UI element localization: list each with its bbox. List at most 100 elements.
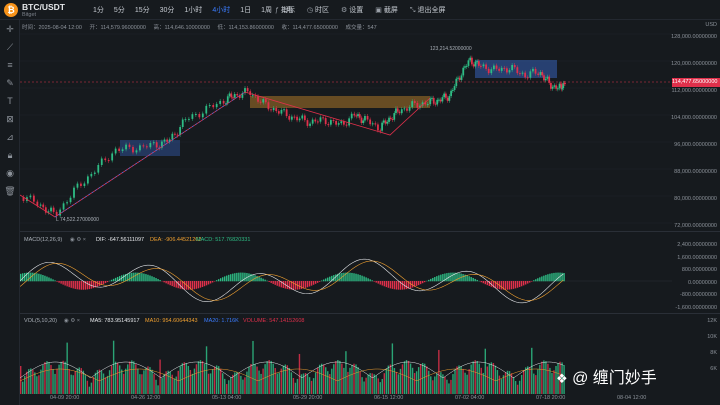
- crosshair-icon[interactable]: ✛: [6, 24, 14, 34]
- macd-bar: [397, 281, 400, 290]
- text-icon[interactable]: T: [7, 96, 13, 106]
- volume-bar: [250, 363, 252, 394]
- macd-bar: [529, 281, 531, 283]
- interval-8[interactable]: 1月: [282, 7, 293, 14]
- candle-body: [121, 149, 124, 152]
- macd-bar: [561, 272, 563, 282]
- tool-label: 时区: [315, 7, 330, 14]
- fib-icon[interactable]: ≡: [7, 60, 13, 70]
- pivot-zone: [120, 140, 180, 156]
- tool-button-2[interactable]: ⚙ 设置: [341, 5, 363, 15]
- candle-body: [429, 98, 432, 105]
- interval-2[interactable]: 15分: [134, 7, 150, 14]
- volume-bar: [468, 369, 470, 394]
- candle-body: [426, 104, 429, 106]
- macd-bar: [74, 281, 76, 289]
- macd-axis[interactable]: 2,400.00000000 1,600.00000000 800.00000000…: [672, 240, 720, 312]
- tool-label: 截屏: [383, 7, 398, 14]
- volume-chart[interactable]: [20, 326, 672, 394]
- pattern-icon[interactable]: ⊠: [6, 114, 14, 124]
- macd-controls-icon[interactable]: ◉ ⚙ ×: [70, 237, 86, 243]
- candle-body: [548, 76, 551, 83]
- volume-bar: [268, 360, 270, 394]
- macd-bar: [312, 281, 315, 285]
- pivot-zone-orange: [250, 96, 430, 108]
- tool-button-0[interactable]: ƒ 指标: [275, 5, 295, 15]
- candle-body: [288, 116, 291, 120]
- trendline-icon[interactable]: ⟋: [6, 42, 14, 52]
- macd-bar: [250, 273, 252, 282]
- ruler-icon[interactable]: ⊿: [6, 132, 14, 142]
- pane-divider[interactable]: [20, 313, 720, 314]
- candle-body: [293, 116, 296, 118]
- interval-4[interactable]: 1小时: [184, 7, 203, 14]
- macd-bar: [458, 273, 460, 282]
- candle-body: [59, 209, 62, 216]
- candle-body: [290, 116, 293, 120]
- interval-5[interactable]: 4小时: [212, 7, 231, 14]
- volume-bar: [369, 373, 371, 394]
- volume-bar: [121, 369, 123, 394]
- macd-bar: [139, 272, 141, 282]
- price-axis[interactable]: USD 128,000.00000000 120,000.00000000 112,…: [671, 20, 720, 230]
- volume-bar: [450, 379, 452, 394]
- volume-axis[interactable]: 12K 10K 8K 6K: [672, 316, 720, 394]
- macd-chart[interactable]: [20, 244, 672, 312]
- drawing-toolbar: ✛ ⟋ ≡ ✎ T ⊠ ⊿ 🔒︎ ◉ 🗑︎: [0, 20, 20, 405]
- volume-bar: [159, 359, 161, 394]
- macd-bar: [514, 281, 517, 289]
- interval-7[interactable]: 1周: [261, 7, 273, 14]
- volume-bar: [185, 363, 188, 394]
- volume-bar: [38, 375, 40, 394]
- time-axis[interactable]: 04-09 20:00 04-26 12:00 05-13 04:00 05-29 2…: [20, 394, 672, 405]
- macd-bar: [428, 279, 430, 282]
- macd-bar: [62, 281, 64, 285]
- eye-icon[interactable]: ◉: [6, 168, 14, 178]
- macd-bar: [151, 276, 153, 282]
- macd-bar: [197, 281, 200, 289]
- volume-bar: [90, 382, 93, 394]
- tool-button-4[interactable]: ⤡ 退出全屏: [410, 5, 446, 15]
- price-tick: 96,000.00000000: [674, 142, 717, 148]
- macd-bar: [240, 272, 242, 282]
- price-chart[interactable]: [20, 30, 672, 230]
- ma5-line: [20, 361, 564, 379]
- volume-bar: [199, 360, 202, 394]
- candle-body: [541, 72, 544, 76]
- tool-button-1[interactable]: ◷ 时区: [307, 5, 329, 15]
- interval-1[interactable]: 5分: [113, 7, 125, 14]
- volume-bar: [389, 364, 392, 394]
- last-price-tag: 114,477.65000000: [672, 78, 720, 87]
- pivot-zone-top: [475, 60, 557, 78]
- trash-icon[interactable]: 🗑︎: [4, 186, 16, 196]
- vol-controls-icon[interactable]: ◉ ⚙ ×: [64, 318, 80, 324]
- interval-3[interactable]: 30分: [159, 7, 175, 14]
- pane-divider[interactable]: [20, 231, 720, 232]
- time-tick: 06-15 12:00: [374, 395, 404, 401]
- candle-body: [472, 64, 475, 67]
- candle-body: [381, 122, 384, 131]
- macd-bar: [173, 281, 175, 287]
- pair-title[interactable]: BTC/USDT: [22, 2, 65, 12]
- macd-bar: [50, 278, 52, 282]
- candle-body: [166, 139, 169, 142]
- tool-button-3[interactable]: ▣ 截屏: [375, 5, 398, 15]
- macd-bar: [488, 281, 491, 286]
- volume-tick: 12K: [707, 318, 717, 324]
- volume-bar: [331, 368, 333, 394]
- brush-icon[interactable]: ✎: [6, 78, 14, 88]
- volume-bar: [482, 372, 484, 394]
- volume-bar: [28, 369, 30, 394]
- candle-body: [90, 173, 93, 177]
- candle-body: [244, 88, 246, 94]
- candle-body: [458, 77, 461, 80]
- interval-6[interactable]: 1日: [240, 7, 252, 14]
- volume-bar: [460, 366, 462, 394]
- volume-bar: [106, 375, 109, 394]
- macd-bar: [367, 278, 369, 282]
- interval-0[interactable]: 1分: [93, 7, 104, 14]
- volume-bar: [127, 364, 129, 394]
- lock-icon[interactable]: 🔒︎: [7, 150, 13, 160]
- macd-bar: [387, 281, 390, 288]
- candle-body: [179, 127, 182, 135]
